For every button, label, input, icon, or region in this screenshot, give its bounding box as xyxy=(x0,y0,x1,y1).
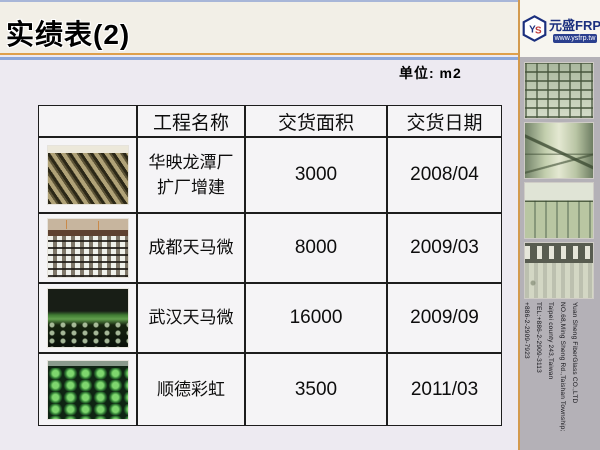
project-name: 顺德彩虹 xyxy=(137,353,245,426)
sidebar-photo-strip xyxy=(520,57,600,299)
table-row: 华映龙潭厂 扩厂增建 3000 2008/04 xyxy=(38,137,502,213)
project-name: 华映龙潭厂 扩厂增建 xyxy=(137,137,245,213)
table-header-row: 工程名称 交货面积 交货日期 xyxy=(38,105,502,137)
sidebar-photo-frp-tank xyxy=(524,122,594,179)
table-row: 武汉天马微 16000 2009/09 xyxy=(38,283,502,353)
header-area: 交货面积 xyxy=(245,105,387,137)
company-name: Yuan Sheng FiberGlass CO.,LTD xyxy=(571,302,578,404)
sidebar-photo-factory-hall xyxy=(524,242,594,299)
project-name: 武汉天马微 xyxy=(137,283,245,353)
delivery-area: 3500 xyxy=(245,353,387,426)
delivery-date: 2009/09 xyxy=(387,283,502,353)
header-project: 工程名称 xyxy=(137,105,245,137)
title-band: 实绩表(2) xyxy=(0,2,518,53)
delivery-date: 2009/03 xyxy=(387,213,502,283)
photo-cell xyxy=(38,137,137,213)
table-row: 成都天马微 8000 2009/03 xyxy=(38,213,502,283)
company-phone: +886-2-2909-7923 xyxy=(523,302,530,359)
ys-hexagon-icon: Y S xyxy=(522,15,547,42)
table-row: 顺德彩虹 3500 2011/03 xyxy=(38,353,502,426)
header-date: 交货日期 xyxy=(387,105,502,137)
top-divider xyxy=(0,0,518,2)
brand-website: www.ysfrp.tw xyxy=(552,33,598,43)
page-title: 实绩表(2) xyxy=(6,19,131,50)
company-address-line: NO.68,Ming Sheng Rd.,Taishan Township; xyxy=(559,302,566,432)
delivery-date: 2011/03 xyxy=(387,353,502,426)
photo-cell xyxy=(38,283,137,353)
projects-table: 工程名称 交货面积 交货日期 华映龙潭厂 扩厂增建 3000 2008/04 成… xyxy=(38,105,502,426)
project-photo-wuhan xyxy=(46,288,129,348)
orange-divider xyxy=(0,53,518,55)
svg-text:S: S xyxy=(535,25,542,36)
brand-name: 元盛FRP xyxy=(549,17,600,33)
delivery-date: 2008/04 xyxy=(387,137,502,213)
company-address-block: Yuan Sheng FiberGlass CO.,LTD NO.68,Ming… xyxy=(520,302,585,442)
sidebar-photo-ceiling-structure xyxy=(524,62,594,119)
company-address-line: Taipei county 243,Taiwan xyxy=(547,302,554,380)
photo-cell xyxy=(38,213,137,283)
project-name: 成都天马微 xyxy=(137,213,245,283)
delivery-area: 3000 xyxy=(245,137,387,213)
delivery-area: 16000 xyxy=(245,283,387,353)
unit-label: 单位: m2 xyxy=(399,65,462,81)
blue-divider xyxy=(0,57,518,60)
company-phone: TEL:+886-2-2909-3113 xyxy=(535,302,542,373)
company-logo: Y S 元盛FRP www.ysfrp.tw xyxy=(520,0,600,57)
sidebar: Y S 元盛FRP www.ysfrp.tw Yuan Sheng FiberG… xyxy=(518,0,600,450)
sidebar-photo-tank-farm xyxy=(524,182,594,239)
delivery-area: 8000 xyxy=(245,213,387,283)
project-photo-huaying xyxy=(46,145,129,205)
project-photo-shunde xyxy=(46,359,129,420)
header-photo-column xyxy=(38,105,137,137)
project-photo-chengdu xyxy=(46,218,129,278)
photo-cell xyxy=(38,353,137,426)
svg-text:Y: Y xyxy=(529,25,536,36)
